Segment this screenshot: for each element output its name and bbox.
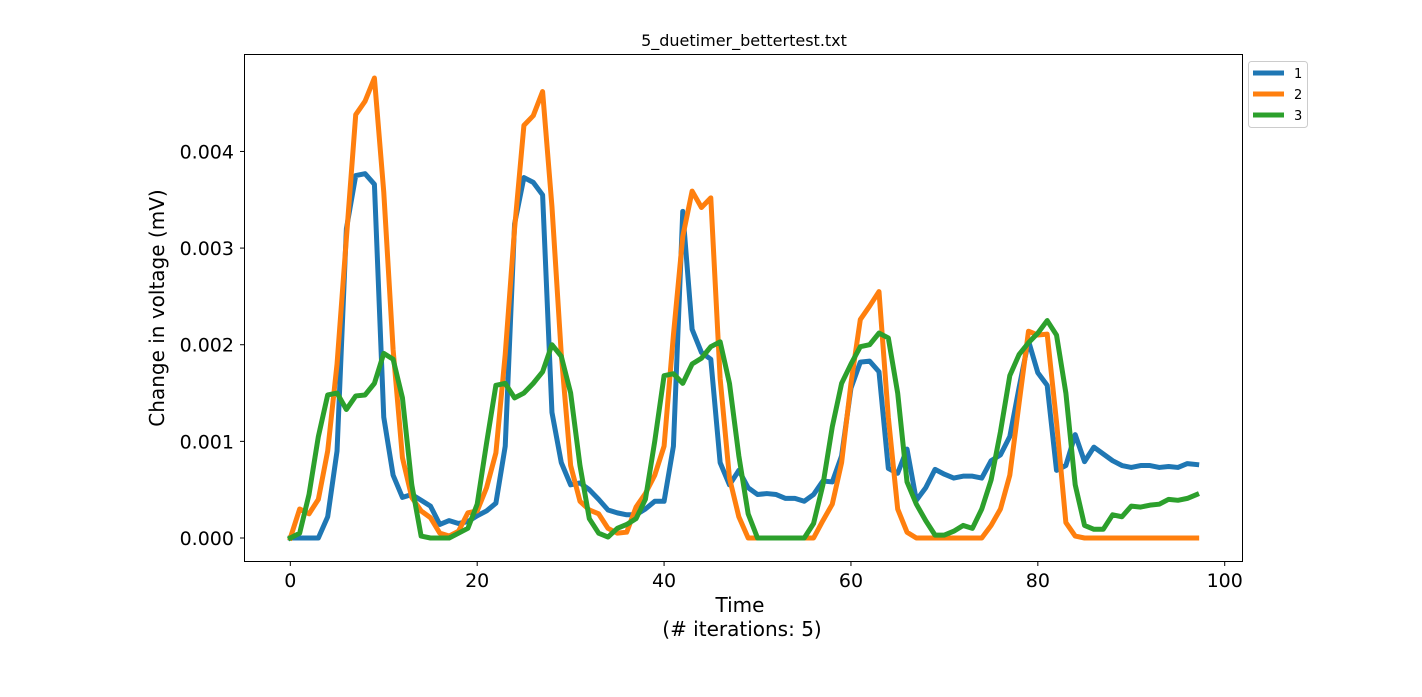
series-3-line	[286, 318, 1200, 542]
y-tick-label: 0.004	[180, 141, 234, 163]
legend-label-1: 1	[1294, 67, 1302, 82]
plot-frame	[244, 54, 1243, 562]
x-tick-label: 100	[1207, 570, 1243, 592]
y-axis: 0.000 0.001 0.002 0.003 0.004	[180, 141, 245, 550]
x-tick-label: 60	[839, 570, 863, 592]
x-tick-label: 20	[465, 570, 489, 592]
series-2-line	[287, 75, 1200, 542]
legend-label-2: 2	[1294, 88, 1302, 103]
legend-label-3: 3	[1294, 109, 1302, 124]
series-layer	[286, 75, 1200, 542]
y-tick-label: 0.001	[180, 431, 234, 453]
legend: 1 2 3	[1248, 61, 1308, 128]
x-tick-label: 40	[652, 570, 676, 592]
y-tick-label: 0.000	[180, 528, 234, 550]
x-tick-label: 0	[284, 570, 296, 592]
chart-title: 5_duetimer_bettertest.txt	[641, 31, 847, 51]
y-tick-label: 0.002	[180, 335, 234, 357]
x-axis-subtitle: (# iterations: 5)	[662, 617, 821, 641]
x-tick-label: 80	[1026, 570, 1050, 592]
x-axis: 0 20 40 60 80 100	[284, 561, 1243, 592]
y-axis-title: Change in voltage (mV)	[145, 189, 169, 426]
x-axis-title: Time	[715, 593, 765, 617]
y-tick-label: 0.003	[180, 238, 234, 260]
